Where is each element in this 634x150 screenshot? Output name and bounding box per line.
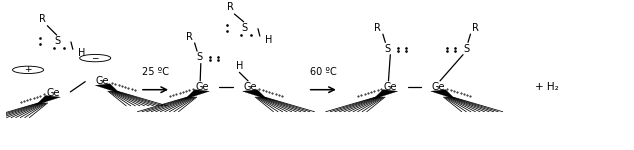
Text: H: H [236,61,243,71]
Text: Ge: Ge [96,76,110,86]
Polygon shape [431,90,455,99]
Text: R: R [186,32,193,42]
Text: S: S [463,44,469,54]
Text: H: H [79,48,86,58]
Text: 25 ºC: 25 ºC [142,67,169,77]
Text: Ge: Ge [384,82,397,92]
Text: H: H [266,35,273,45]
Text: 60 ºC: 60 ºC [310,67,337,77]
Text: R: R [375,23,381,33]
Text: R: R [39,14,46,24]
Polygon shape [36,96,60,105]
Polygon shape [95,84,120,93]
Text: S: S [242,23,247,33]
Text: Ge: Ge [243,82,257,92]
Polygon shape [185,90,209,99]
Text: Ge: Ge [46,88,60,98]
Text: Ge: Ge [431,82,445,92]
Text: R: R [226,2,233,12]
Text: + H₂: + H₂ [535,82,559,92]
Text: Ge: Ge [195,82,209,92]
Text: +: + [24,65,32,74]
Text: S: S [384,44,391,54]
Text: R: R [472,23,479,33]
Text: −: − [91,54,99,63]
Text: S: S [55,36,60,46]
Text: S: S [196,52,202,62]
Polygon shape [243,90,267,99]
Polygon shape [373,90,398,99]
